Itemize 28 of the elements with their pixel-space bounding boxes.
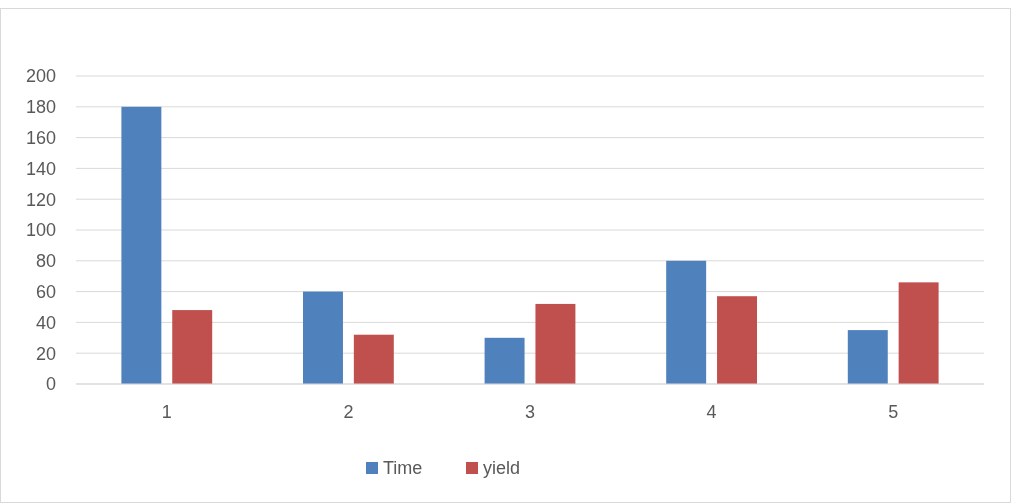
y-tick-label: 60 (35, 281, 56, 302)
bar (847, 330, 888, 384)
bar (484, 337, 525, 384)
y-tick-label: 40 (35, 312, 56, 333)
y-tick-label: 160 (25, 127, 56, 148)
x-tick-label: 5 (888, 402, 899, 422)
x-tick-label: 2 (343, 402, 354, 422)
y-tick-label: 20 (35, 343, 56, 364)
y-tick-label: 140 (25, 158, 56, 179)
y-tick-label: 100 (25, 220, 56, 241)
legend-label: yield (483, 458, 521, 479)
y-tick-label: 0 (45, 374, 56, 395)
x-tick-label: 3 (524, 402, 536, 422)
bar (898, 282, 939, 384)
x-tick-label: 4 (706, 402, 717, 422)
y-tick-label: 200 (25, 66, 56, 87)
y-tick-label: 180 (25, 97, 56, 118)
y-tick-label: 120 (25, 189, 56, 210)
bar (172, 310, 213, 384)
bar (535, 303, 576, 384)
y-tick-label: 80 (35, 251, 56, 272)
bar (717, 296, 757, 384)
bar (121, 106, 162, 384)
legend-label: Time (383, 458, 423, 479)
bar (303, 291, 343, 384)
x-tick-label: 1 (161, 402, 172, 422)
bar (666, 260, 707, 384)
bar (353, 334, 394, 384)
